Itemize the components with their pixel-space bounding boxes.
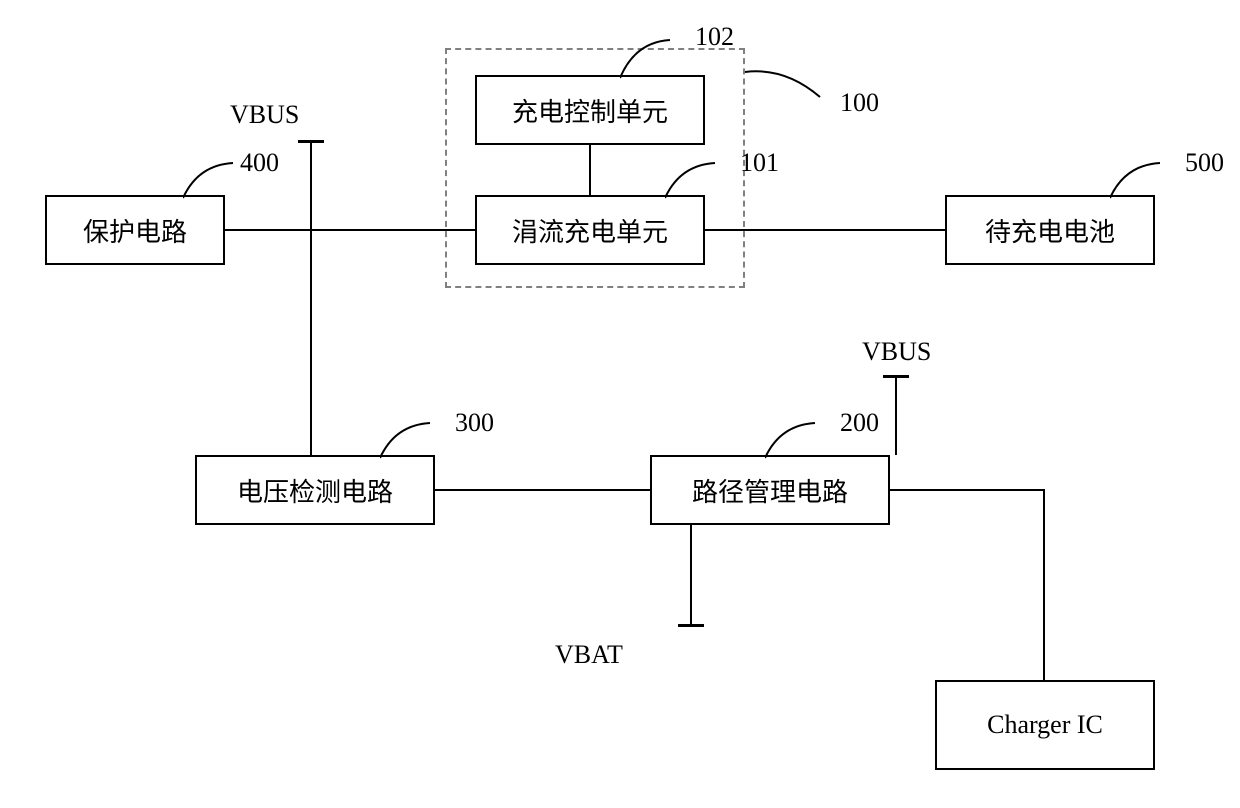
leader-102 [620, 30, 690, 80]
node-label: 电压检测电路 [237, 472, 393, 509]
wire-200-vbat [690, 525, 692, 625]
wire-vbus-top-down [310, 142, 312, 455]
node-charger-ic: Charger IC [935, 680, 1155, 770]
terminal-vbat-bar [678, 624, 704, 627]
node-voltage-detection-circuit: 电压检测电路 [195, 455, 435, 525]
ref-500: 500 [1185, 148, 1224, 178]
vbat-label: VBAT [555, 640, 623, 670]
leader-100 [745, 62, 840, 117]
node-label: Charger IC [987, 710, 1103, 740]
wire-101-500 [705, 229, 945, 231]
ref-400: 400 [240, 148, 279, 178]
node-label: 保护电路 [83, 212, 187, 249]
leader-500 [1110, 155, 1180, 200]
wire-102-101 [589, 145, 591, 195]
wire-vbus-right-down [895, 377, 897, 455]
ref-101: 101 [740, 148, 779, 178]
wire-right-to-charger [1043, 489, 1045, 680]
wire-400-101 [225, 229, 475, 231]
node-path-management-circuit: 路径管理电路 [650, 455, 890, 525]
vbus-top-label: VBUS [230, 100, 299, 130]
leader-300 [380, 415, 450, 460]
node-protection-circuit: 保护电路 [45, 195, 225, 265]
node-label: 待充电电池 [985, 212, 1115, 249]
node-label: 涓流充电单元 [512, 212, 668, 249]
ref-100: 100 [840, 88, 879, 118]
node-label: 路径管理电路 [692, 472, 848, 509]
wire-200-right [890, 489, 1045, 491]
node-trickle-charging-unit: 涓流充电单元 [475, 195, 705, 265]
ref-102: 102 [695, 22, 734, 52]
vbus-right-label: VBUS [862, 337, 931, 367]
wire-300-200 [435, 489, 650, 491]
node-label: 充电控制单元 [512, 92, 668, 129]
node-battery-to-charge: 待充电电池 [945, 195, 1155, 265]
node-charging-control-unit: 充电控制单元 [475, 75, 705, 145]
terminal-vbus-top-bar [298, 140, 324, 143]
leader-101 [665, 155, 735, 200]
ref-200: 200 [840, 408, 879, 438]
leader-200 [765, 415, 835, 460]
terminal-vbus-right-bar [883, 375, 909, 378]
ref-300: 300 [455, 408, 494, 438]
